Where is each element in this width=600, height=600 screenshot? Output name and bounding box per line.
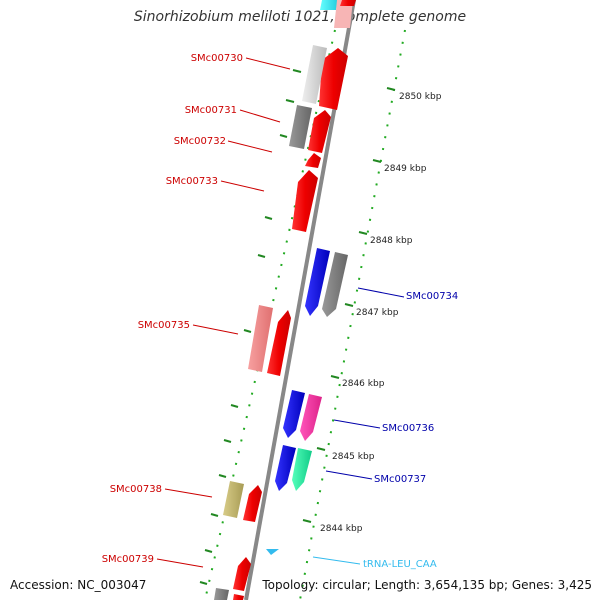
leader-line — [312, 556, 361, 565]
ruler-label: 2845 kbp — [332, 452, 375, 462]
leader-line — [164, 488, 213, 498]
gene-arrow-partial[interactable] — [320, 0, 338, 10]
ruler-label: 2848 kbp — [370, 236, 413, 246]
map-title: Sinorhizobium meliloti 1021, complete ge… — [133, 9, 467, 25]
gene-arrow-smc00737[interactable] — [275, 445, 296, 491]
gene-arrow-smc00735[interactable] — [267, 310, 291, 376]
leader-line — [357, 287, 405, 298]
outer-right-guide — [299, 29, 406, 600]
gene-arrow-partial[interactable] — [340, 0, 356, 6]
genome-summary-text: Topology: circular; Length: 3,654,135 bp… — [262, 578, 592, 592]
gene-label[interactable]: SMc00731 — [185, 105, 237, 116]
gene-arrow-pink[interactable] — [248, 305, 273, 372]
trna-arrow[interactable] — [266, 549, 279, 555]
ruler-label: 2849 kbp — [384, 164, 427, 174]
gene-arrow-partial[interactable] — [334, 0, 353, 28]
gene-arrow-smc00736[interactable] — [283, 390, 305, 438]
gene-label[interactable]: SMc00737 — [374, 474, 426, 485]
leader-line — [227, 140, 273, 153]
gene-arrow-partial-bottom[interactable] — [214, 588, 229, 600]
gene-label[interactable]: SMc00734 — [406, 291, 458, 302]
leader-line — [245, 57, 291, 70]
gene-arrow-olive[interactable] — [223, 481, 244, 518]
trna-label[interactable]: tRNA-LEU_CAA — [363, 559, 437, 570]
gene-arrow-smc00739[interactable] — [233, 557, 251, 591]
gene-arrow-partial-bottom-red[interactable] — [233, 594, 244, 600]
ruler-label: 2844 kbp — [320, 524, 363, 534]
ruler-label: 2847 kbp — [356, 308, 399, 318]
gene-arrow-smc00730[interactable] — [319, 48, 348, 110]
gene-label[interactable]: SMc00730 — [191, 53, 243, 64]
gene-arrow-grey[interactable] — [302, 45, 327, 104]
gene-label[interactable]: SMc00733 — [166, 176, 218, 187]
gene-label[interactable]: SMc00736 — [382, 423, 434, 434]
gene-arrow-smc00738[interactable] — [243, 485, 262, 522]
right-ticks — [302, 87, 396, 523]
gene-arrow-green[interactable] — [292, 448, 312, 491]
gene-arrow-grey-2[interactable] — [322, 252, 348, 317]
gene-arrow-smc00732[interactable] — [305, 153, 321, 168]
gene-arrow-smc00733[interactable] — [292, 170, 318, 232]
ruler-label: 2850 kbp — [399, 92, 442, 102]
gene-label[interactable]: SMc00739 — [102, 554, 154, 565]
gene-arrow-darkgrey[interactable] — [289, 105, 312, 149]
leader-line — [192, 324, 239, 335]
gene-arrow-smc00734[interactable] — [305, 248, 330, 316]
accession-text: Accession: NC_003047 — [10, 578, 147, 592]
leader-line — [220, 180, 265, 192]
leader-line — [156, 558, 204, 568]
leader-line — [325, 470, 373, 480]
left-ticks — [199, 69, 302, 585]
gene-label[interactable]: SMc00732 — [174, 136, 226, 147]
leader-line — [239, 109, 281, 123]
ruler-label: 2846 kbp — [342, 379, 385, 389]
gene-arrow-smc00731[interactable] — [308, 110, 331, 153]
gene-arrow-magenta[interactable] — [300, 394, 322, 441]
leader-line — [333, 419, 381, 429]
gene-label[interactable]: SMc00735 — [138, 320, 190, 331]
gene-label[interactable]: SMc00738 — [110, 484, 162, 495]
